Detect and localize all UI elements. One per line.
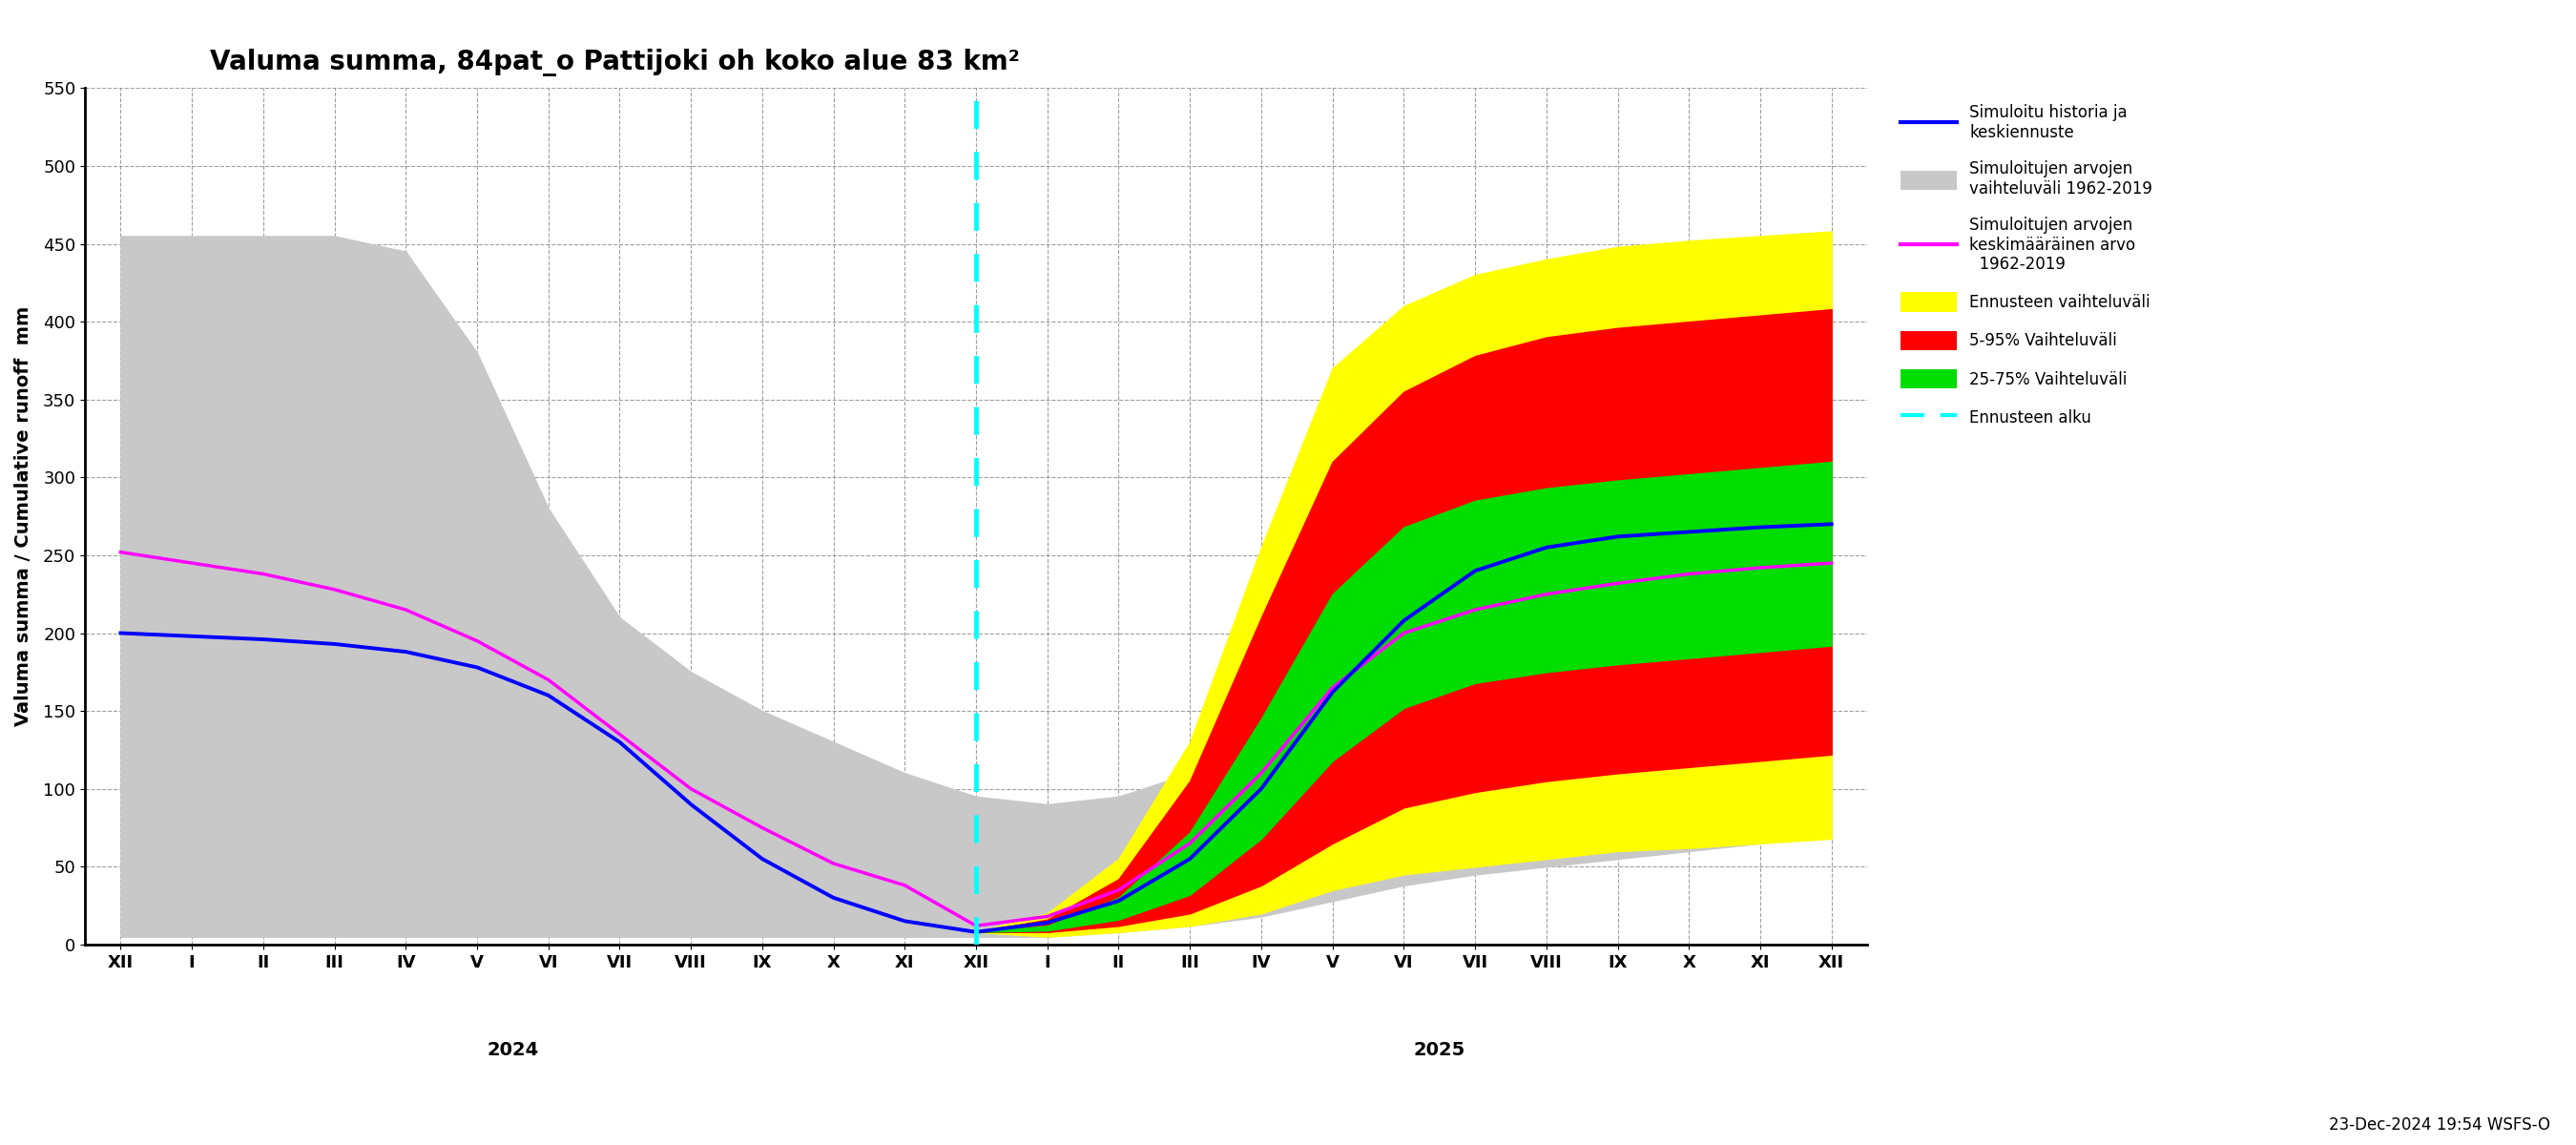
- Y-axis label: Valuma summa / Cumulative runoff  mm: Valuma summa / Cumulative runoff mm: [15, 307, 33, 726]
- Text: 2025: 2025: [1414, 1041, 1466, 1059]
- Text: 2024: 2024: [487, 1041, 538, 1059]
- Legend: Simuloitu historia ja
keskiennuste, Simuloitujen arvojen
vaihteluväli 1962-2019,: Simuloitu historia ja keskiennuste, Simu…: [1893, 96, 2161, 435]
- Text: Valuma summa, 84pat_o Pattijoki oh koko alue 83 km²: Valuma summa, 84pat_o Pattijoki oh koko …: [209, 48, 1020, 77]
- Text: 23-Dec-2024 19:54 WSFS-O: 23-Dec-2024 19:54 WSFS-O: [2329, 1116, 2550, 1134]
